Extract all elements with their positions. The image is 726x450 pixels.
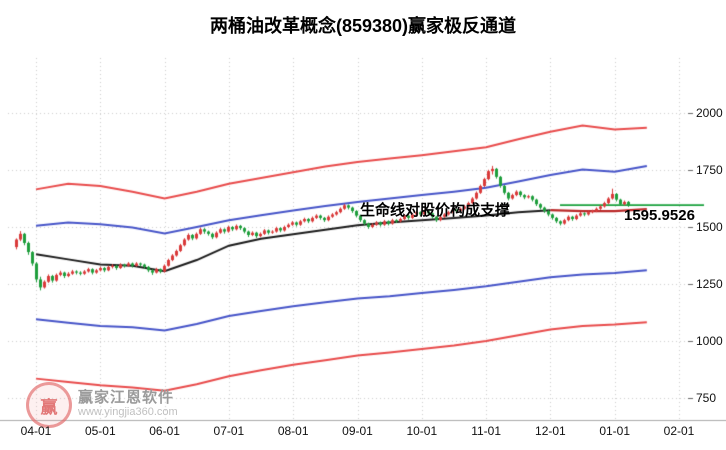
watermark-site-url: www.yingjia360.com — [78, 406, 178, 418]
lifeline-annotation: 生命线对股价构成支撑 — [360, 202, 511, 219]
winner-seal-logo: 赢 — [26, 382, 72, 428]
chart-title: 两桶油改革概念(859380)赢家极反通道 — [209, 16, 517, 36]
last-price-label: 1595.9526 — [624, 207, 695, 224]
watermark-brand: 赢家江恩软件 — [78, 389, 175, 406]
seal-text: 赢 — [40, 397, 58, 417]
